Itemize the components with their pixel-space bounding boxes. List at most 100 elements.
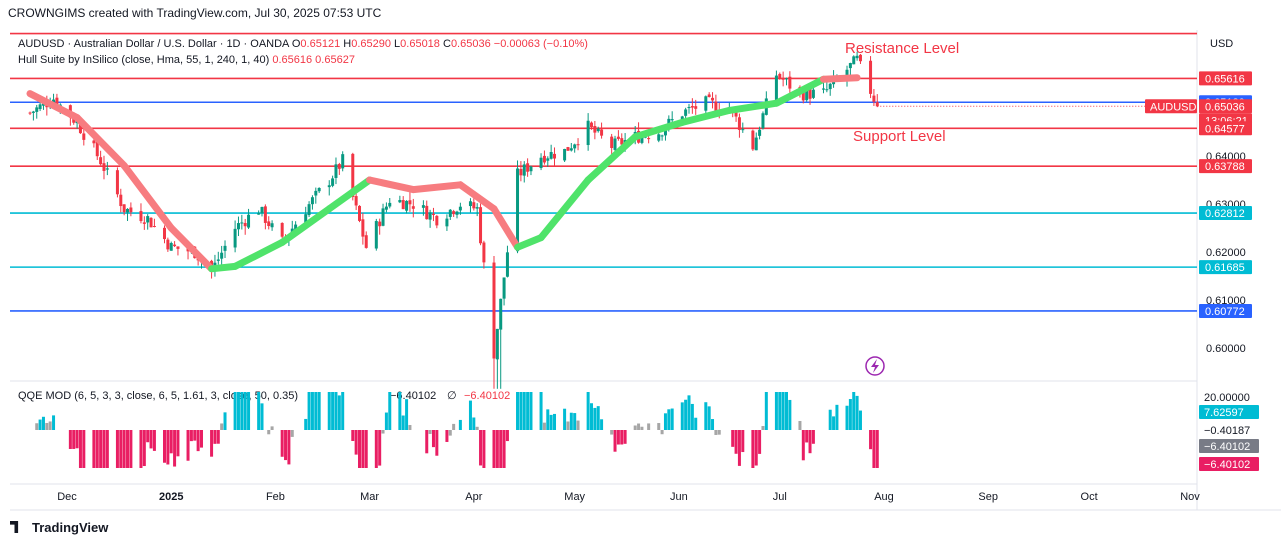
x-tick-2: Feb — [266, 491, 285, 503]
qqe-value-2: −6.40102 — [464, 390, 510, 402]
legend-c-label: C — [443, 38, 451, 50]
qqe-bar-89 — [435, 430, 439, 456]
candle-body-142 — [687, 106, 691, 109]
candle-body-121 — [589, 122, 593, 127]
qqe-bar-55 — [280, 430, 284, 457]
qqe-bar-115 — [563, 408, 567, 430]
candle-body-0 — [28, 112, 32, 114]
candle-body-18 — [102, 163, 106, 171]
candle-body-96 — [472, 202, 476, 209]
candle-body-93 — [455, 211, 459, 215]
candle-body-59 — [294, 224, 298, 230]
candle-body-81 — [401, 200, 405, 210]
candle-body-161 — [778, 73, 782, 79]
hull-segment-8 — [366, 176, 417, 194]
qqe-tag-bg-4 — [1199, 457, 1259, 471]
candle-body-52 — [263, 206, 267, 223]
legend-o: 0.65121 — [300, 38, 343, 50]
qqe-bar-173 — [832, 416, 836, 430]
qqe-bar-108 — [526, 392, 530, 430]
qqe-bar-156 — [754, 430, 758, 466]
qqe-bar-139 — [670, 408, 674, 430]
price-tag-bg-0 — [1199, 71, 1252, 86]
qqe-bar-67 — [334, 392, 338, 430]
qqe-bar-148 — [714, 430, 718, 435]
candle-body-128 — [620, 138, 624, 145]
candle-body-90 — [445, 218, 449, 227]
qqe-bar-112 — [546, 409, 550, 430]
qqe-bar-51 — [260, 403, 264, 430]
qqe-bar-161 — [778, 392, 782, 430]
tradingview-brand: TradingView — [32, 520, 109, 535]
legend-symbol: AUDUSD · Australian Dollar / U.S. Dollar… — [18, 38, 292, 50]
price-tag-bg-2 — [1199, 99, 1252, 114]
qqe-bar-101 — [495, 430, 499, 468]
qqe-bar-177 — [852, 392, 856, 430]
qqe-bar-134 — [647, 423, 651, 430]
candle-body-3 — [38, 104, 42, 110]
symbol-tag-bg — [1145, 99, 1197, 114]
qqe-bar-174 — [835, 404, 839, 430]
support-label: Support Level — [853, 128, 946, 145]
qqe-bar-81 — [401, 415, 405, 430]
candle-body-28 — [149, 217, 153, 228]
qqe-bar-57 — [287, 430, 291, 465]
candle-body-42 — [216, 259, 220, 261]
candle-body-144 — [694, 106, 698, 109]
qqe-tag-text-2: −0.40187 — [1204, 425, 1250, 437]
qqe-bar-20 — [115, 430, 119, 468]
candle-body-99 — [482, 242, 486, 263]
qqe-bar-14 — [82, 430, 86, 468]
qqe-bar-22 — [122, 430, 126, 468]
candle-body-115 — [563, 148, 567, 161]
qqe-bar-160 — [774, 392, 778, 430]
qqe-bar-6 — [48, 421, 52, 430]
candle-body-17 — [99, 157, 103, 165]
qqe-bar-136 — [660, 430, 664, 435]
candle-body-34 — [176, 246, 180, 249]
candle-body-104 — [505, 252, 509, 277]
candle-body-21 — [119, 194, 123, 207]
hull-segment-15 — [631, 118, 686, 141]
candle-body-44 — [223, 245, 227, 251]
candle-body-14 — [82, 133, 86, 140]
qqe-bar-61 — [307, 392, 311, 430]
candle-body-86 — [425, 205, 429, 220]
qqe-bar-42 — [216, 430, 220, 444]
candle-body-43 — [220, 252, 224, 259]
candle-body-89 — [435, 215, 439, 226]
candle-body-13 — [78, 121, 82, 134]
legend-indicator-value-1: 0.65616 — [272, 54, 315, 66]
candle-body-120 — [586, 120, 590, 146]
qqe-bar-76 — [378, 430, 382, 466]
candle-body-110 — [539, 157, 543, 169]
qqe-bar-13 — [78, 430, 82, 468]
price-tag-text-2: 0.65036 — [1205, 101, 1245, 113]
candle-body-68 — [337, 164, 341, 169]
qqe-bar-146 — [707, 406, 711, 430]
candle-body-78 — [384, 206, 388, 210]
candle-body-134 — [647, 138, 651, 140]
qqe-bar-111 — [542, 422, 546, 430]
qqe-bar-182 — [875, 430, 879, 468]
price-tag-text-7: 0.61685 — [1205, 262, 1245, 274]
qqe-bar-141 — [684, 399, 688, 430]
candle-body-46 — [236, 223, 240, 230]
candle-body-168 — [808, 89, 812, 99]
candle-body-122 — [593, 126, 597, 133]
qqe-bar-30 — [163, 430, 167, 463]
candle-body-33 — [173, 244, 177, 247]
qqe-bar-109 — [529, 392, 533, 430]
candle-body-72 — [358, 205, 362, 221]
price-tag-5: 0.63788 — [1199, 159, 1252, 174]
candle-body-15 — [92, 140, 96, 144]
candle-body-117 — [569, 148, 573, 151]
qqe-bar-113 — [549, 414, 553, 430]
qqe-bar-168 — [808, 430, 812, 454]
hull-segment-11 — [490, 205, 522, 251]
legend-l: 0.65018 — [400, 38, 443, 50]
legend-indicator-value-2: 0.65627 — [315, 54, 355, 66]
qqe-bar-19 — [105, 430, 109, 468]
hull-segment-6 — [278, 205, 333, 246]
